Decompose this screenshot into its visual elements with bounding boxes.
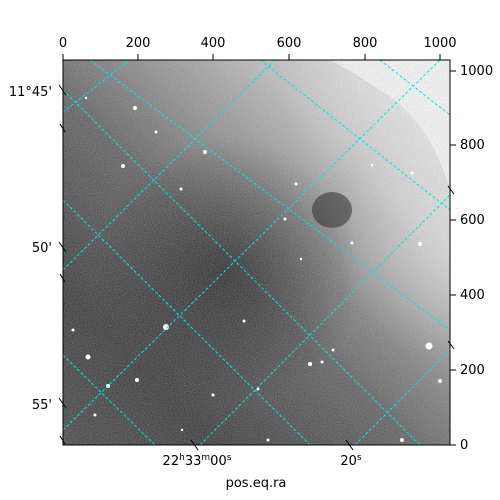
grid-line bbox=[63, 199, 311, 445]
star bbox=[203, 150, 207, 154]
star bbox=[438, 379, 442, 383]
tick-mark bbox=[58, 84, 67, 96]
bottom-axis-title: pos.eq.ra bbox=[226, 476, 287, 491]
faint-galaxy bbox=[312, 192, 352, 228]
tick-mark bbox=[58, 241, 67, 253]
tick-mark bbox=[447, 185, 455, 195]
left-tick-label: 55' bbox=[32, 398, 52, 413]
right-tick-label: 0 bbox=[460, 438, 468, 453]
star bbox=[242, 319, 246, 323]
star bbox=[283, 217, 287, 221]
bottom-tick-label: 20s bbox=[340, 453, 362, 469]
right-axis: 0 200 400 600 800 1000 bbox=[460, 64, 493, 453]
grid-line bbox=[354, 349, 450, 445]
right-tick-label: 200 bbox=[460, 363, 485, 378]
star bbox=[121, 164, 125, 168]
grid-line bbox=[199, 194, 450, 445]
tick-mark bbox=[345, 439, 354, 451]
bottom-axis: 22h33m00s 20s pos.eq.ra bbox=[163, 453, 362, 491]
tick-mark bbox=[447, 340, 455, 350]
left-tick-label: 50' bbox=[32, 241, 52, 256]
coordinate-grid bbox=[63, 60, 450, 445]
star bbox=[84, 96, 88, 100]
star bbox=[350, 241, 354, 245]
star bbox=[294, 182, 298, 186]
star bbox=[85, 354, 91, 360]
star bbox=[410, 171, 414, 175]
star bbox=[418, 242, 422, 246]
tick-mark bbox=[59, 123, 66, 133]
left-tick-label: 11°45' bbox=[9, 85, 52, 100]
tick-mark bbox=[58, 397, 67, 409]
star bbox=[370, 163, 374, 167]
star bbox=[133, 106, 137, 110]
grid-line bbox=[63, 89, 421, 445]
sky-image bbox=[63, 60, 450, 445]
star bbox=[400, 438, 404, 442]
star-field bbox=[71, 96, 442, 442]
top-tick-label: 800 bbox=[353, 36, 378, 51]
right-tick-label: 600 bbox=[460, 213, 485, 228]
star bbox=[163, 324, 169, 330]
tick-marks bbox=[58, 54, 456, 451]
tick-mark bbox=[190, 439, 199, 451]
grid-line bbox=[63, 60, 131, 113]
star bbox=[308, 362, 312, 366]
star bbox=[266, 438, 270, 442]
star bbox=[320, 360, 324, 364]
star bbox=[93, 413, 97, 417]
star bbox=[425, 342, 433, 350]
star bbox=[71, 328, 75, 332]
right-tick-label: 800 bbox=[460, 138, 485, 153]
star bbox=[179, 187, 183, 191]
top-tick-label: 600 bbox=[277, 36, 302, 51]
grid-line bbox=[63, 354, 156, 445]
bottom-tick-label: 22h33m00s bbox=[163, 453, 232, 469]
top-tick-label: 1000 bbox=[423, 36, 456, 51]
star bbox=[154, 130, 158, 134]
star bbox=[135, 378, 139, 382]
tick-mark bbox=[59, 273, 66, 283]
star bbox=[331, 348, 335, 352]
tick-mark bbox=[59, 435, 66, 445]
star bbox=[180, 428, 184, 432]
star bbox=[211, 393, 215, 397]
star bbox=[299, 257, 303, 261]
grid-line bbox=[89, 60, 450, 331]
plot-frame bbox=[62, 59, 451, 446]
right-tick-label: 400 bbox=[460, 288, 485, 303]
top-axis: 0 200 400 600 800 1000 bbox=[59, 36, 457, 51]
top-tick-label: 400 bbox=[201, 36, 226, 51]
top-tick-label: 200 bbox=[126, 36, 151, 51]
right-tick-label: 1000 bbox=[460, 64, 493, 79]
top-tick-label: 0 bbox=[59, 36, 67, 51]
left-axis: 11°45' 50' 55' bbox=[9, 85, 52, 413]
grid-line bbox=[259, 60, 450, 211]
grid-line bbox=[63, 60, 441, 431]
